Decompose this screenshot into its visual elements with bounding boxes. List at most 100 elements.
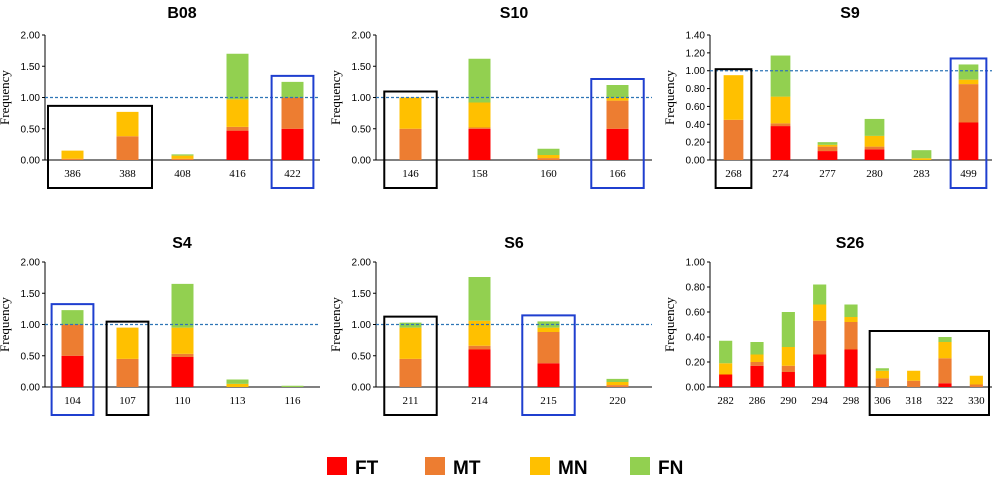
bar-mn-280	[864, 135, 885, 147]
x-tick-label: 298	[843, 395, 860, 407]
legend-swatch-fn	[630, 457, 650, 475]
bar-mt-388	[116, 136, 139, 160]
bar-mt-294	[813, 320, 827, 355]
legend-label-ft: FT	[355, 458, 379, 479]
x-tick-label: 416	[229, 168, 246, 180]
bar-mt-110	[171, 353, 194, 357]
bar-fn-220	[606, 378, 629, 382]
bar-mn-499	[958, 79, 979, 85]
x-tick-label: 286	[749, 395, 766, 407]
bar-mt-416	[226, 126, 249, 131]
x-tick-label: 322	[937, 395, 954, 407]
bar-fn-160	[537, 148, 560, 155]
highlight-box-blue	[949, 57, 988, 190]
chart-b08: B08 Frequency 0.00 0.50 1.00 1.50 2.00 386 388 40…	[0, 5, 320, 189]
y-tick-label: 0.60	[686, 102, 706, 113]
bar-mt-318	[907, 380, 921, 387]
highlight-box-blue	[590, 78, 645, 189]
bar-mn-158	[468, 102, 491, 128]
bar-mn-220	[606, 382, 629, 386]
y-axis-label: Frequency	[328, 297, 343, 352]
y-tick-label: 1.00	[352, 320, 372, 331]
legend: FT MT MN FN	[327, 457, 683, 479]
x-tick-label: 214	[471, 395, 488, 407]
bar-mn-282	[719, 363, 733, 375]
bar-ft-277	[817, 151, 838, 160]
y-tick-label: 0.00	[352, 156, 372, 167]
bar-ft-286	[750, 365, 764, 387]
x-tick-label: 116	[284, 395, 301, 407]
x-tick-label: 318	[905, 395, 922, 407]
legend-swatch-mt	[425, 457, 445, 475]
bar-ft-280	[864, 149, 885, 160]
bar-mn-110	[171, 327, 194, 354]
y-tick-label: 1.00	[21, 93, 41, 104]
y-axis-label: Frequency	[0, 70, 12, 125]
chart-title: S10	[500, 5, 529, 22]
legend-label-fn: FN	[658, 458, 683, 479]
bar-mt-107	[116, 358, 139, 387]
bar-mt-290	[781, 365, 795, 372]
bar-mt-215	[537, 332, 560, 364]
y-tick-label: 2.00	[21, 31, 41, 42]
bar-mn-416	[226, 99, 249, 127]
chart-title: S26	[836, 235, 865, 252]
bar-mt-408	[171, 158, 194, 160]
legend-label-mt: MT	[453, 458, 481, 479]
bar-mt-322	[938, 358, 952, 384]
y-tick-label: 0.40	[686, 120, 706, 131]
y-tick-label: 0.00	[686, 156, 706, 167]
bar-fn-277	[817, 142, 838, 145]
legend-swatch-mn	[530, 457, 550, 475]
x-tick-label: 283	[913, 168, 930, 180]
highlight-box-black	[868, 330, 991, 416]
bar-ft-215	[537, 363, 560, 387]
y-tick-label: 0.00	[352, 383, 372, 394]
bar-mn-268	[723, 75, 744, 120]
bar-mn-166	[606, 97, 629, 101]
y-axis-label: Frequency	[0, 297, 12, 352]
bar-mn-386	[61, 150, 84, 159]
highlight-box-black	[383, 90, 438, 189]
bar-mt-268	[723, 119, 744, 160]
bar-ft-294	[813, 354, 827, 387]
bar-ft-214	[468, 349, 491, 387]
x-tick-label: 290	[780, 395, 797, 407]
bar-mt-220	[606, 385, 629, 387]
x-tick-label: 386	[64, 168, 81, 180]
bar-mn-214	[468, 320, 491, 346]
highlight-box-black	[47, 104, 153, 189]
y-tick-label: 1.50	[21, 62, 41, 73]
y-tick-label: 1.00	[686, 258, 706, 269]
bar-ft-322	[938, 383, 952, 387]
chart-s4: S4 Frequency 0.00 0.50 1.00 1.50 2.00 104 107 110…	[0, 235, 320, 416]
bar-mt-211	[399, 358, 422, 387]
x-tick-label: 268	[725, 168, 742, 180]
bar-mn-107	[116, 327, 139, 359]
y-tick-label: 0.00	[21, 383, 41, 394]
bar-mn-294	[813, 304, 827, 321]
bar-mn-283	[911, 158, 932, 160]
bar-fn-286	[750, 342, 764, 355]
bar-mt-306	[875, 378, 889, 387]
bar-mn-298	[844, 317, 858, 322]
bar-fn-104	[61, 310, 84, 325]
bar-mn-306	[875, 370, 889, 379]
chart-title: S4	[172, 235, 192, 252]
y-tick-label: 0.50	[21, 124, 41, 135]
bar-ft-166	[606, 128, 629, 160]
y-tick-label: 2.00	[352, 31, 372, 42]
bar-mn-274	[770, 96, 791, 124]
bar-mt-166	[606, 100, 629, 129]
bar-fn-283	[911, 150, 932, 159]
x-tick-label: 274	[772, 168, 789, 180]
y-tick-label: 1.20	[686, 48, 706, 59]
bar-ft-110	[171, 357, 194, 387]
y-axis-label: Frequency	[662, 297, 677, 352]
bar-fn-306	[875, 368, 889, 371]
bar-fn-113	[226, 379, 249, 384]
chart-s9: S9 Frequency 0.00 0.20 0.40 0.60 0.80 1.00 1.20 1…	[662, 5, 992, 190]
bar-fn-211	[399, 322, 422, 328]
x-tick-label: 422	[284, 168, 301, 180]
